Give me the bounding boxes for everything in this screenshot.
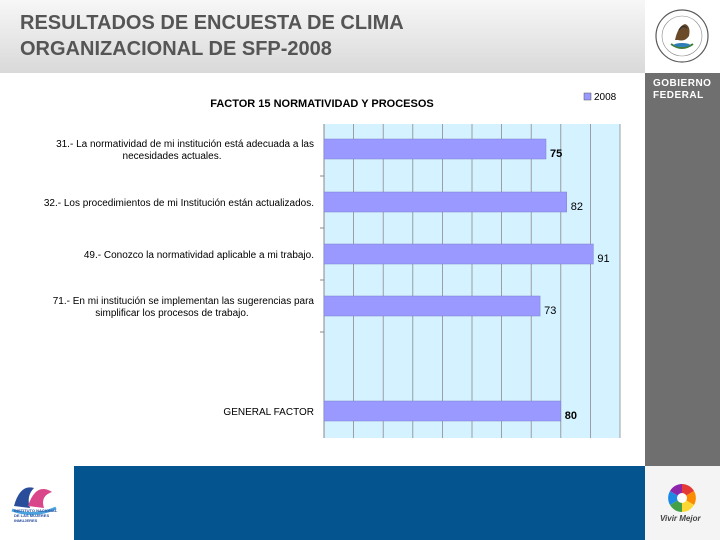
category-labels: 31.- La normatividad de mi institución e…	[44, 139, 315, 418]
vivir-mejor-label: Vivir Mejor	[660, 514, 701, 523]
chart-title: FACTOR 15 NORMATIVIDAD Y PROCESOS	[210, 98, 434, 110]
gridlines	[353, 124, 621, 438]
value-label: 73	[544, 305, 556, 317]
seal-area	[645, 0, 720, 73]
value-label: 75	[550, 148, 562, 160]
footer-blue-bar	[74, 466, 645, 540]
value-labels: 75 82 91 73 80	[544, 148, 610, 422]
mexico-seal-icon	[655, 9, 709, 63]
inmujeres-logo-icon	[11, 487, 57, 515]
bar	[323, 243, 594, 265]
vivir-mejor-area: Vivir Mejor	[645, 466, 720, 540]
inmujeres-logo-area: INSTITUTO NACIONAL DE LAS MUJERES INMUJE…	[0, 466, 74, 540]
legend-swatch	[583, 92, 592, 101]
gobierno-federal-label: GOBIERNO FEDERAL	[653, 78, 712, 101]
value-label: 82	[571, 201, 583, 213]
category-label: 31.- La normatividad de mi institución e…	[56, 139, 314, 162]
bar	[323, 400, 562, 422]
panel-divider	[649, 72, 716, 73]
header-bar: RESULTADOS DE ENCUESTA DE CLIMA ORGANIZA…	[0, 0, 645, 73]
bar-chart: FACTOR 15 NORMATIVIDAD Y PROCESOS 2008 3…	[44, 92, 621, 438]
bars-group	[323, 138, 594, 422]
value-label: 91	[597, 253, 609, 265]
inmujeres-label: INSTITUTO NACIONAL DE LAS MUJERES INMUJE…	[14, 508, 58, 523]
category-label: 71.- En mi institución se implementan la…	[53, 296, 315, 319]
category-label: 32.- Los procedimientos de mi Institució…	[44, 198, 314, 209]
vivir-mejor-logo-icon	[668, 484, 696, 512]
bar	[323, 191, 567, 213]
bar	[323, 295, 541, 317]
slide-title: RESULTADOS DE ENCUESTA DE CLIMA ORGANIZA…	[20, 12, 404, 60]
y-axis-ticks	[320, 175, 324, 333]
legend-label: 2008	[594, 92, 617, 103]
category-label: GENERAL FACTOR	[223, 407, 314, 418]
value-label: 80	[565, 410, 577, 422]
right-side-panel: GOBIERNO FEDERAL Vivir Mejor	[645, 0, 720, 540]
category-label: 49.- Conozco la normatividad aplicable a…	[84, 250, 314, 261]
bar	[323, 138, 547, 160]
